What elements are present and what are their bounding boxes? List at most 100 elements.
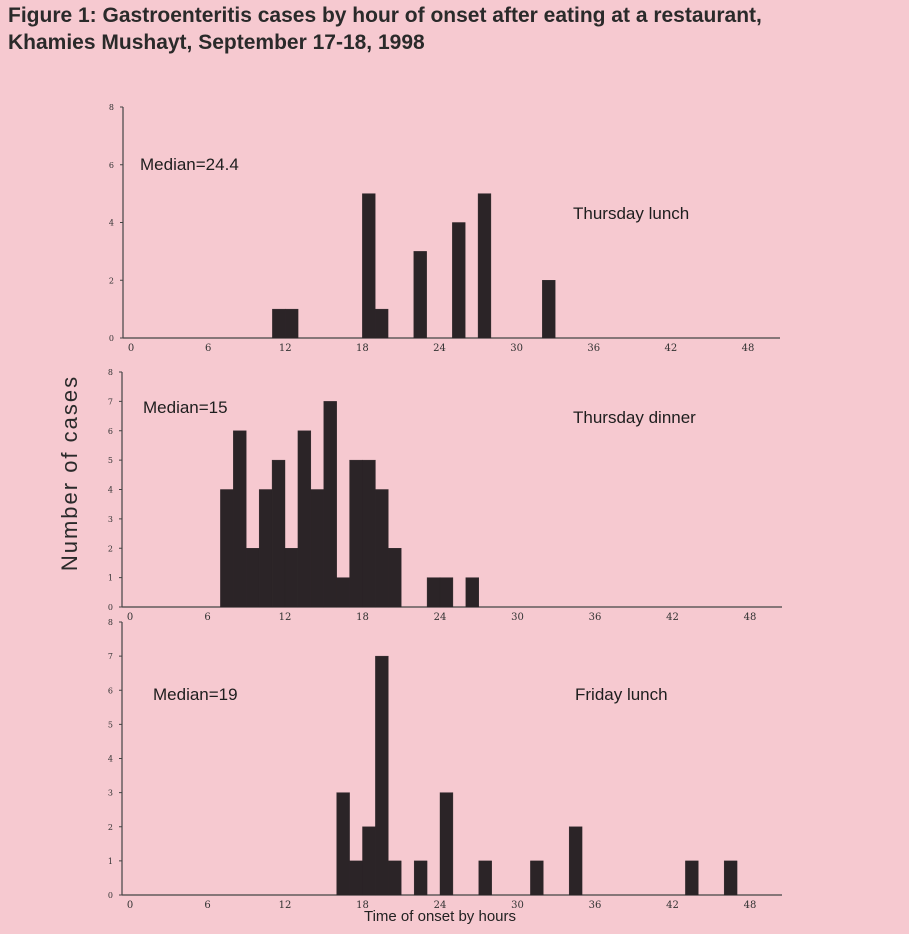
figure-title-line-1: Figure 1: Gastroenteritis cases by hour … — [8, 4, 762, 27]
x-tick-label: 0 — [128, 343, 134, 354]
histogram-bar — [258, 489, 273, 608]
y-tick-label: 0 — [108, 603, 113, 612]
x-tick-label: 0 — [127, 900, 133, 911]
y-tick-label: 0 — [108, 891, 113, 900]
histogram-bar — [465, 577, 479, 608]
figure-title-line-2: Khamies Mushayt, September 17-18, 1998 — [8, 31, 425, 54]
histogram-bar — [388, 860, 402, 896]
y-tick-label: 4 — [108, 486, 113, 495]
histogram-bar — [362, 459, 376, 608]
histogram-bar — [530, 860, 544, 896]
x-tick-label: 0 — [127, 612, 133, 623]
y-tick-label: 8 — [108, 368, 113, 377]
histogram-bar — [362, 826, 376, 896]
histogram-bar — [542, 280, 556, 339]
y-tick-label: 2 — [109, 276, 114, 285]
x-tick-label: 12 — [279, 343, 292, 354]
y-tick-label: 6 — [108, 427, 113, 436]
histogram-bar — [375, 489, 389, 608]
histogram-bar — [272, 308, 286, 339]
panel-label: Thursday lunch — [573, 204, 689, 223]
x-tick-label: 24 — [434, 612, 447, 623]
x-tick-label: 24 — [434, 900, 447, 911]
x-tick-label: 48 — [744, 612, 757, 623]
x-tick-label: 24 — [433, 343, 446, 354]
x-tick-label: 18 — [356, 612, 369, 623]
x-tick-label: 12 — [279, 900, 292, 911]
x-tick-label: 18 — [356, 343, 369, 354]
y-tick-label: 6 — [108, 686, 113, 695]
y-tick-label: 2 — [108, 544, 113, 553]
histogram-bar — [439, 792, 454, 896]
histogram-bar — [284, 548, 299, 608]
histogram-bar — [452, 222, 466, 339]
figure-title: Figure 1: Gastroenteritis cases by hour … — [8, 2, 908, 56]
histogram-bar — [723, 860, 738, 896]
y-tick-label: 4 — [109, 219, 114, 228]
histogram-bar — [685, 860, 699, 896]
histogram-bar — [271, 459, 286, 608]
histogram-bar — [349, 860, 363, 896]
x-tick-label: 36 — [589, 900, 602, 911]
histogram-bar — [246, 548, 260, 608]
y-tick-label: 7 — [108, 397, 113, 406]
x-tick-label: 42 — [666, 612, 679, 623]
histogram-bar — [426, 577, 441, 608]
y-axis-label: Number of cases — [57, 374, 82, 572]
histogram-bar — [568, 826, 583, 896]
x-tick-label: 30 — [511, 612, 524, 623]
y-tick-label: 3 — [108, 789, 113, 798]
x-tick-label: 36 — [587, 343, 600, 354]
y-tick-label: 4 — [108, 755, 113, 764]
histogram-bar — [477, 193, 492, 339]
x-tick-label: 6 — [205, 343, 211, 354]
x-tick-label: 42 — [665, 343, 678, 354]
median-annotation: Median=19 — [153, 685, 238, 704]
histogram-bar — [349, 459, 363, 608]
panel-label: Thursday dinner — [573, 408, 696, 427]
x-tick-label: 36 — [589, 612, 602, 623]
y-tick-label: 8 — [108, 618, 113, 627]
histogram-bar — [220, 489, 234, 608]
x-tick-label: 6 — [204, 900, 210, 911]
x-axis-label: Time of onset by hours — [363, 908, 516, 925]
histogram-bar — [375, 655, 389, 896]
histogram-bar — [285, 308, 299, 339]
histogram-bar — [478, 860, 492, 896]
y-tick-label: 1 — [108, 857, 113, 866]
x-tick-label: 30 — [511, 900, 524, 911]
x-tick-label: 42 — [666, 900, 679, 911]
x-tick-label: 18 — [356, 900, 369, 911]
y-tick-label: 0 — [109, 334, 114, 343]
histogram-bar — [362, 193, 376, 339]
histogram-bar — [323, 401, 337, 608]
histogram-bar — [336, 577, 350, 608]
histogram-bar — [413, 860, 428, 896]
median-annotation: Median=15 — [143, 398, 228, 417]
histogram-bar — [336, 792, 350, 896]
histogram-bar — [388, 548, 402, 608]
histogram-bar — [233, 430, 247, 608]
y-tick-label: 5 — [108, 720, 113, 729]
x-tick-label: 48 — [742, 343, 755, 354]
x-tick-label: 12 — [279, 612, 292, 623]
histogram-bar — [375, 308, 389, 339]
y-tick-label: 7 — [108, 652, 113, 661]
histogram-bar — [297, 430, 312, 608]
histogram-bar — [310, 489, 324, 608]
y-tick-label: 8 — [109, 103, 114, 112]
panel-label: Friday lunch — [575, 685, 668, 704]
median-annotation: Median=24.4 — [140, 155, 239, 174]
y-tick-label: 1 — [108, 574, 113, 583]
x-tick-label: 48 — [744, 900, 757, 911]
y-tick-label: 2 — [108, 823, 113, 832]
x-tick-label: 6 — [204, 612, 210, 623]
histogram-bar — [439, 577, 454, 608]
y-tick-label: 6 — [109, 161, 114, 170]
y-tick-label: 3 — [108, 515, 113, 524]
y-tick-label: 5 — [108, 456, 113, 465]
